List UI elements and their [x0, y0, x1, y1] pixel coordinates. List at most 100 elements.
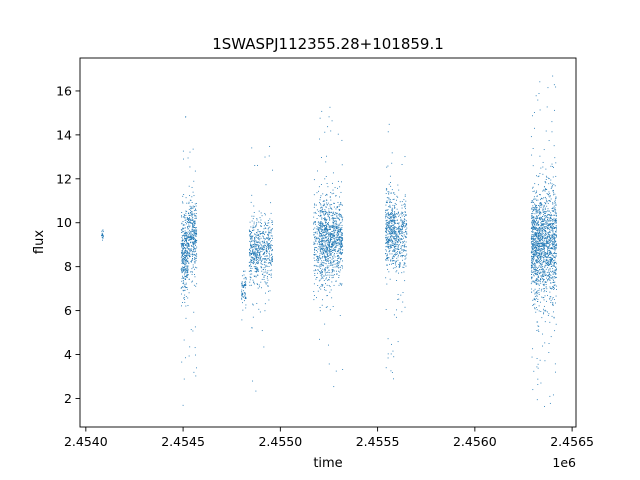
data-point	[398, 226, 400, 228]
data-point	[253, 254, 255, 256]
data-point	[541, 238, 543, 240]
data-point	[329, 286, 331, 288]
data-point	[189, 217, 191, 219]
data-point	[536, 229, 538, 231]
data-point	[554, 256, 556, 258]
data-point	[555, 213, 557, 215]
data-point	[256, 261, 257, 263]
data-point	[547, 240, 549, 242]
data-point	[551, 255, 553, 256]
data-point	[259, 241, 261, 243]
data-point	[250, 232, 252, 234]
data-point	[313, 233, 315, 235]
data-point	[538, 245, 540, 247]
data-point	[548, 276, 550, 278]
data-point	[554, 241, 556, 243]
data-point	[531, 262, 532, 264]
data-point	[325, 202, 327, 204]
data-point	[316, 225, 318, 227]
data-point	[543, 245, 545, 247]
data-point	[314, 238, 316, 240]
data-point	[386, 257, 387, 259]
data-point	[188, 237, 189, 239]
data-point	[329, 246, 331, 248]
data-point	[540, 235, 542, 237]
data-point	[390, 230, 392, 232]
data-point	[542, 232, 544, 234]
data-point	[322, 284, 324, 286]
data-point	[536, 207, 537, 209]
data-point	[263, 253, 265, 254]
data-point	[268, 243, 270, 245]
data-point	[325, 229, 327, 231]
data-point	[531, 265, 533, 267]
data-point	[542, 261, 544, 262]
data-point	[327, 186, 329, 188]
data-point	[241, 282, 243, 284]
data-point	[552, 238, 554, 240]
data-point	[537, 176, 539, 178]
data-point	[262, 258, 264, 260]
data-point	[405, 237, 407, 239]
data-point	[317, 170, 318, 172]
data-point	[102, 239, 104, 241]
data-point	[324, 233, 326, 235]
data-point	[333, 248, 334, 250]
data-point	[267, 228, 269, 230]
data-point	[549, 262, 551, 264]
data-point	[393, 247, 395, 249]
data-point	[546, 254, 548, 255]
data-point	[537, 217, 539, 219]
data-point	[331, 225, 333, 227]
data-point	[267, 276, 268, 278]
data-point	[543, 247, 545, 249]
data-point	[539, 256, 541, 258]
data-point	[318, 245, 320, 247]
data-point	[532, 231, 534, 233]
data-point	[326, 260, 328, 262]
data-point	[266, 272, 268, 274]
data-point	[387, 257, 388, 259]
data-point	[316, 277, 318, 278]
data-point	[338, 252, 340, 254]
data-point	[327, 242, 329, 244]
data-point	[253, 212, 255, 213]
data-point	[545, 230, 547, 232]
data-point	[536, 246, 538, 248]
data-point	[262, 231, 264, 233]
data-point	[321, 217, 323, 219]
data-point	[548, 183, 550, 185]
data-point	[530, 201, 532, 203]
data-point	[392, 230, 394, 232]
data-point	[186, 251, 188, 253]
data-point	[543, 223, 545, 225]
data-point	[329, 196, 331, 198]
data-point	[549, 321, 551, 323]
x-tick-label: 2.4555	[356, 434, 400, 449]
data-point	[549, 395, 551, 397]
data-point	[313, 221, 315, 223]
x-tick-label: 2.4560	[453, 434, 497, 449]
data-point	[314, 254, 316, 255]
data-point	[333, 386, 335, 388]
data-point	[541, 248, 543, 250]
data-point	[264, 248, 266, 250]
data-point	[395, 238, 397, 240]
data-point	[392, 219, 393, 221]
data-point	[188, 254, 190, 256]
data-point	[398, 251, 400, 253]
data-point	[536, 210, 538, 212]
data-point	[260, 263, 262, 265]
data-point	[337, 187, 338, 189]
data-point	[339, 209, 341, 211]
data-point	[400, 218, 402, 220]
data-point	[182, 243, 184, 245]
data-point	[320, 210, 322, 212]
data-point	[547, 263, 548, 265]
data-point	[325, 247, 327, 249]
data-point	[315, 240, 317, 242]
data-point	[404, 204, 406, 206]
data-point	[196, 253, 197, 255]
data-point	[545, 235, 547, 237]
